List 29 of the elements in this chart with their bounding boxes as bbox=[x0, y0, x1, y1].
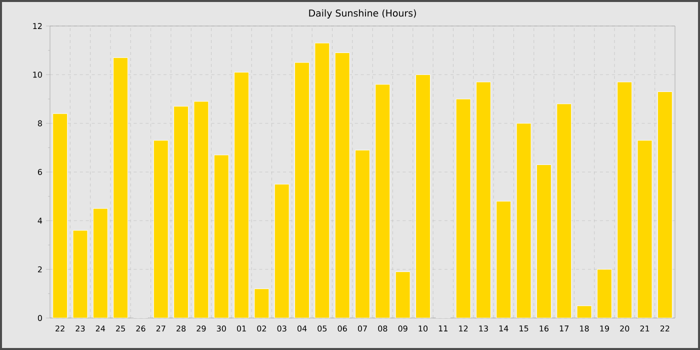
bar bbox=[314, 42, 330, 318]
bar bbox=[92, 208, 108, 318]
bar bbox=[395, 272, 410, 318]
bar bbox=[516, 123, 532, 318]
bar bbox=[254, 288, 270, 318]
bar bbox=[556, 104, 572, 318]
bar bbox=[657, 91, 672, 318]
bar bbox=[194, 101, 209, 318]
bar bbox=[375, 84, 390, 318]
bar bbox=[52, 113, 68, 318]
bar bbox=[637, 140, 652, 318]
bar bbox=[617, 82, 632, 318]
bar bbox=[415, 74, 430, 318]
bar bbox=[72, 230, 88, 318]
bar bbox=[294, 62, 310, 318]
bar bbox=[153, 140, 168, 318]
bar bbox=[113, 57, 128, 318]
bar bbox=[596, 269, 612, 318]
bar bbox=[476, 82, 491, 318]
bar bbox=[335, 52, 350, 318]
bar bbox=[456, 98, 471, 318]
bar bbox=[174, 106, 189, 318]
bar bbox=[496, 200, 512, 318]
bar bbox=[274, 184, 290, 318]
bar bbox=[214, 154, 229, 318]
bar bbox=[234, 72, 250, 318]
bar bbox=[536, 164, 552, 318]
chart-title: Daily Sunshine (Hours) bbox=[309, 9, 416, 18]
bar bbox=[354, 150, 370, 318]
